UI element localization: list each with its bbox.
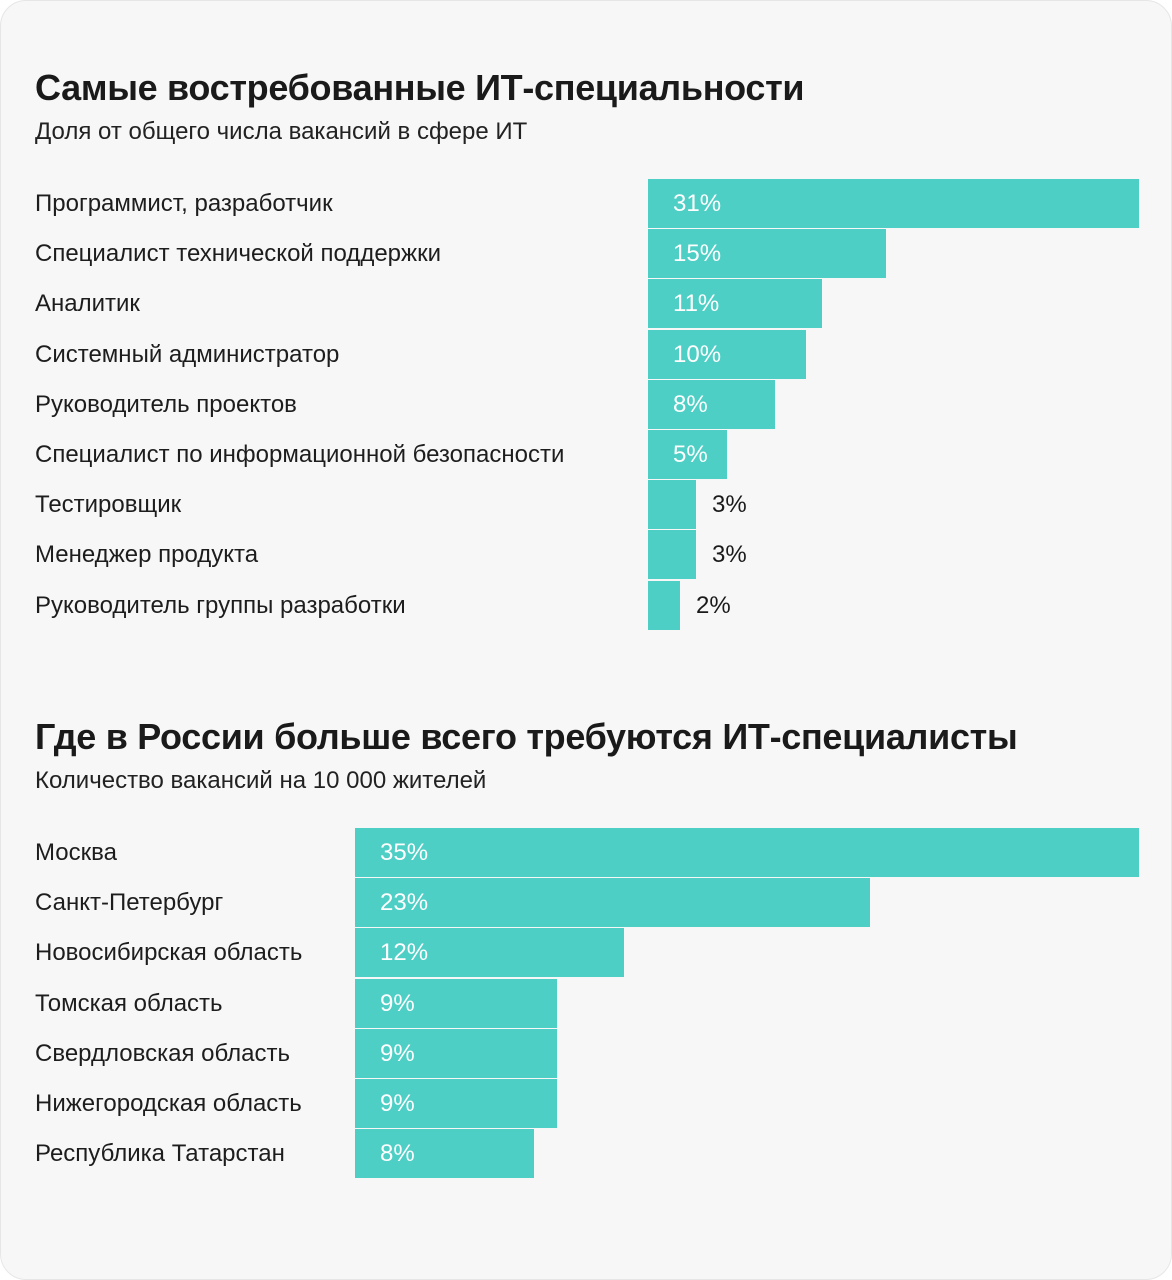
category-label: Системный администратор (35, 340, 340, 368)
bar-row: Санкт-Петербург 23% (35, 878, 1139, 928)
value-label: 3% (712, 541, 747, 569)
category-label: Свердловская область (35, 1039, 290, 1067)
value-label: 23% (380, 889, 429, 917)
value-label: 10% (673, 340, 722, 368)
category-label: Тестировщик (35, 491, 182, 519)
bar-row: Свердловская область 9% (35, 1028, 1139, 1078)
bar (648, 179, 1139, 228)
bar-row: Томская область 9% (35, 978, 1139, 1028)
category-label: Программист, разработчик (35, 190, 333, 217)
category-label: Руководитель проектов (35, 390, 297, 418)
value-label: 3% (712, 491, 747, 519)
bar (648, 329, 806, 379)
category-label: Томская область (35, 989, 223, 1017)
bar-row: Тестировщик 3% (35, 480, 1139, 530)
bar (355, 1129, 534, 1179)
category-label: Руководитель группы разработки (35, 591, 406, 619)
category-label: Менеджер продукта (35, 541, 259, 569)
category-label: Нижегородская область (35, 1090, 302, 1117)
bar (648, 379, 775, 429)
bar (355, 978, 557, 1028)
value-label: 35% (380, 839, 429, 866)
chart-subtitle: Доля от общего числа вакансий в сфере ИТ (35, 118, 528, 145)
bar-row: Руководитель группы разработки 2% (35, 580, 1139, 630)
value-label: 9% (380, 989, 415, 1017)
bar (648, 229, 886, 279)
regions-chart: Где в России больше всего требуются ИТ-с… (35, 716, 1139, 1179)
category-label: Санкт-Петербург (35, 889, 224, 917)
bar (355, 1028, 557, 1078)
value-label: 2% (696, 591, 731, 619)
bar (355, 928, 624, 978)
category-label: Республика Татарстан (35, 1140, 285, 1168)
bar (648, 580, 680, 630)
bar-row: Программист, разработчик 31% (35, 179, 1139, 228)
bar (648, 480, 696, 530)
value-label: 9% (380, 1039, 415, 1067)
value-label: 31% (673, 190, 722, 217)
category-label: Специалист по информационной безопасност… (35, 441, 565, 468)
bar (648, 279, 822, 329)
bar-row: Системный администратор 10% (35, 329, 1139, 379)
bar (355, 1079, 557, 1128)
bar-row: Руководитель проектов 8% (35, 379, 1139, 429)
value-label: 9% (380, 1090, 415, 1117)
bar-row: Москва 35% (35, 828, 1139, 877)
category-label: Специалист технической поддержки (35, 240, 441, 268)
category-label: Аналитик (35, 290, 140, 318)
bar-row: Специалист по информационной безопасност… (35, 430, 1139, 479)
bar-row: Менеджер продукта 3% (35, 530, 1139, 580)
value-label: 12% (380, 939, 429, 967)
bar-row: Нижегородская область 9% (35, 1079, 1139, 1128)
bar-row: Аналитик 11% (35, 279, 1139, 329)
value-label: 15% (673, 240, 722, 268)
bar (648, 430, 727, 479)
bar-row: Новосибирская область 12% (35, 928, 1139, 978)
chart-title: Самые востребованные ИТ-специальности (35, 67, 805, 108)
category-label: Москва (35, 839, 117, 866)
professions-chart: Самые востребованные ИТ-специальности До… (35, 67, 1139, 630)
category-label: Новосибирская область (35, 939, 303, 967)
bar (355, 878, 870, 928)
bar-row: Республика Татарстан 8% (35, 1129, 1139, 1179)
value-label: 11% (673, 290, 720, 318)
chart-title: Где в России больше всего требуются ИТ-с… (35, 716, 1018, 757)
bar-row: Специалист технической поддержки 15% (35, 229, 1139, 279)
value-label: 8% (380, 1140, 415, 1168)
bar (648, 530, 696, 580)
chart-subtitle: Количество вакансий на 10 000 жителей (35, 767, 487, 794)
bar (355, 828, 1139, 877)
value-label: 8% (673, 390, 708, 418)
value-label: 5% (673, 441, 708, 468)
